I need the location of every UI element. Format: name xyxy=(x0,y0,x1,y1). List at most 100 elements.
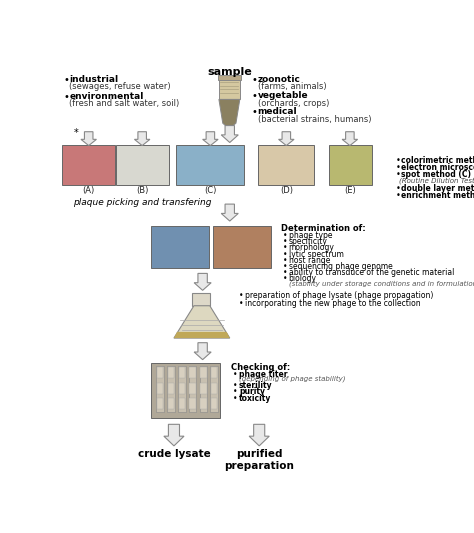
FancyBboxPatch shape xyxy=(156,366,164,412)
Polygon shape xyxy=(194,343,211,360)
Polygon shape xyxy=(221,126,238,142)
FancyBboxPatch shape xyxy=(219,80,240,99)
Text: (C): (C) xyxy=(204,187,217,196)
Polygon shape xyxy=(219,99,240,128)
Text: •: • xyxy=(239,291,244,300)
Text: •: • xyxy=(283,262,287,271)
Text: medical: medical xyxy=(258,107,297,116)
Text: •: • xyxy=(283,237,287,246)
Polygon shape xyxy=(279,132,294,146)
Polygon shape xyxy=(164,424,184,446)
Text: •: • xyxy=(283,274,287,283)
Text: vegetable: vegetable xyxy=(258,91,308,100)
Text: crude lysate: crude lysate xyxy=(137,449,210,459)
Text: (Routine Dilution Test ): (Routine Dilution Test ) xyxy=(399,177,474,184)
Text: •: • xyxy=(396,156,401,165)
Text: (stability under storage conditions and in formulations): (stability under storage conditions and … xyxy=(289,280,474,287)
Text: phage type: phage type xyxy=(289,231,332,240)
Text: incorporating the new phage to the collection: incorporating the new phage to the colle… xyxy=(245,299,421,308)
FancyBboxPatch shape xyxy=(167,366,175,412)
FancyBboxPatch shape xyxy=(218,75,241,80)
Text: •: • xyxy=(396,163,401,172)
Text: enrichment method (E): enrichment method (E) xyxy=(401,191,474,200)
Text: purified
preparation: purified preparation xyxy=(224,449,294,471)
Text: toxicity: toxicity xyxy=(239,393,272,402)
Polygon shape xyxy=(249,424,269,446)
Text: sequencing phage genome: sequencing phage genome xyxy=(289,262,392,271)
FancyBboxPatch shape xyxy=(190,398,196,409)
Text: preparation of phage lysate (phage propagation): preparation of phage lysate (phage propa… xyxy=(245,291,434,300)
Text: Determination of:: Determination of: xyxy=(281,224,365,233)
FancyBboxPatch shape xyxy=(116,145,169,185)
FancyBboxPatch shape xyxy=(168,383,174,393)
FancyBboxPatch shape xyxy=(258,145,314,185)
Text: •: • xyxy=(283,244,287,252)
Text: industrial: industrial xyxy=(69,75,118,84)
FancyBboxPatch shape xyxy=(201,383,207,393)
FancyBboxPatch shape xyxy=(157,367,163,378)
FancyBboxPatch shape xyxy=(201,367,207,378)
FancyBboxPatch shape xyxy=(179,383,185,393)
FancyBboxPatch shape xyxy=(329,145,372,185)
Text: (B): (B) xyxy=(136,187,148,196)
Text: (D): (D) xyxy=(280,187,293,196)
Text: (depending of phage stability): (depending of phage stability) xyxy=(239,376,346,382)
FancyBboxPatch shape xyxy=(151,225,209,268)
Text: spot method (C): spot method (C) xyxy=(401,170,471,179)
Text: •: • xyxy=(233,393,237,402)
Text: Checking of:: Checking of: xyxy=(231,363,291,372)
FancyBboxPatch shape xyxy=(157,383,163,393)
Polygon shape xyxy=(194,273,211,290)
FancyBboxPatch shape xyxy=(190,383,196,393)
Text: (fresh and salt water, soil): (fresh and salt water, soil) xyxy=(69,99,180,108)
Text: •: • xyxy=(63,92,69,102)
Text: *: * xyxy=(74,128,79,138)
Polygon shape xyxy=(342,132,357,146)
Text: (E): (E) xyxy=(344,187,356,196)
Text: •: • xyxy=(396,170,401,179)
FancyBboxPatch shape xyxy=(189,366,196,412)
FancyBboxPatch shape xyxy=(176,145,245,185)
Text: double layer method (D): double layer method (D) xyxy=(401,184,474,193)
Text: zoonotic: zoonotic xyxy=(258,75,301,84)
Polygon shape xyxy=(174,306,230,338)
FancyBboxPatch shape xyxy=(211,367,218,378)
FancyBboxPatch shape xyxy=(179,398,185,409)
Text: morphology: morphology xyxy=(289,244,335,252)
Text: sample: sample xyxy=(207,67,252,77)
Text: •: • xyxy=(283,231,287,240)
Text: •: • xyxy=(233,387,237,397)
FancyBboxPatch shape xyxy=(151,363,220,418)
Text: (farms, animals): (farms, animals) xyxy=(258,83,326,92)
Polygon shape xyxy=(202,132,218,146)
Text: •: • xyxy=(283,249,287,259)
FancyBboxPatch shape xyxy=(200,366,207,412)
Text: purity: purity xyxy=(239,387,265,397)
FancyBboxPatch shape xyxy=(210,366,218,412)
Text: phage titer: phage titer xyxy=(239,370,288,378)
Text: (A): (A) xyxy=(82,187,95,196)
FancyBboxPatch shape xyxy=(179,367,185,378)
FancyBboxPatch shape xyxy=(63,145,115,185)
Text: •: • xyxy=(396,191,401,200)
Text: •: • xyxy=(396,184,401,193)
Text: electron microscopy (B): electron microscopy (B) xyxy=(401,163,474,172)
Text: (orchards, crops): (orchards, crops) xyxy=(258,99,329,108)
Text: •: • xyxy=(63,75,69,85)
Text: sterility: sterility xyxy=(239,381,273,390)
Text: specificity: specificity xyxy=(289,237,328,246)
FancyBboxPatch shape xyxy=(178,366,186,412)
FancyBboxPatch shape xyxy=(211,383,218,393)
Text: •: • xyxy=(251,91,257,101)
Text: biology: biology xyxy=(289,274,317,283)
FancyBboxPatch shape xyxy=(168,398,174,409)
Text: •: • xyxy=(283,268,287,277)
Polygon shape xyxy=(174,332,230,338)
FancyBboxPatch shape xyxy=(157,398,163,409)
FancyBboxPatch shape xyxy=(190,367,196,378)
Text: •: • xyxy=(239,299,244,308)
Text: lytic spectrum: lytic spectrum xyxy=(289,249,344,259)
FancyBboxPatch shape xyxy=(201,398,207,409)
Text: ability to transduce of the genetic material: ability to transduce of the genetic mate… xyxy=(289,268,454,277)
Text: host range: host range xyxy=(289,256,330,265)
